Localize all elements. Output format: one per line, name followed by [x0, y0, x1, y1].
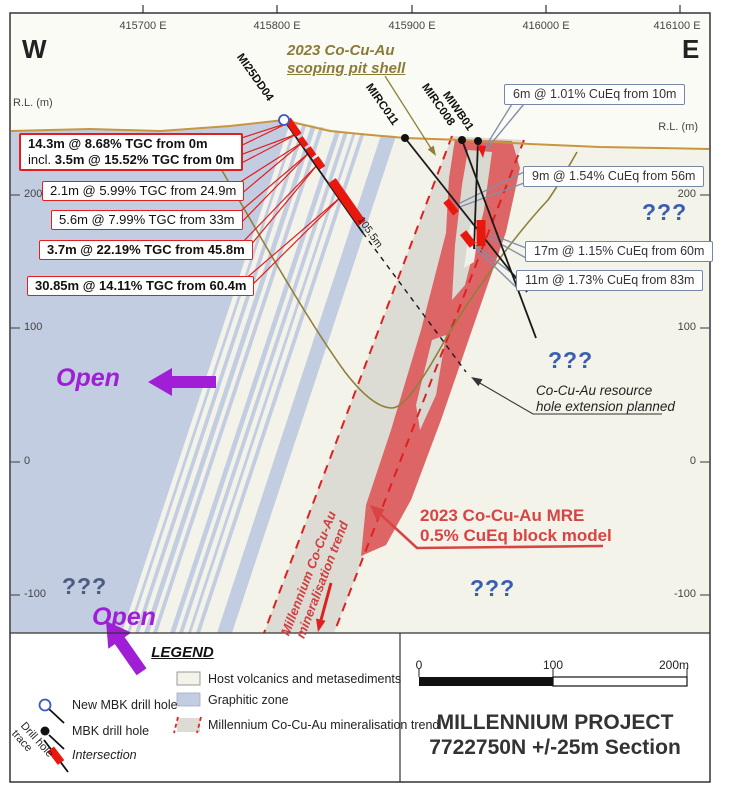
legend-intersection-label: Intersection [72, 748, 137, 762]
elev-label: -100 [24, 588, 47, 600]
top-axis-ticks [142, 5, 681, 13]
legend-title: LEGEND [151, 644, 214, 661]
open-label-down: Open [92, 603, 156, 631]
easting-tick-label: 415800 E [253, 20, 301, 32]
cueq-callout-1: 6m @ 1.01% CuEq from 10m [504, 84, 686, 105]
open-arrow-down [106, 621, 147, 676]
drill-traces [283, 119, 537, 373]
elev-label: 200 [677, 188, 696, 200]
elev-label: 0 [24, 455, 31, 467]
elev-label: 100 [24, 321, 43, 333]
legend-trend-swatch [177, 718, 200, 732]
intersections [284, 117, 486, 248]
trace-MIRC008 [461, 139, 537, 339]
unknown-label: ??? [62, 573, 108, 599]
collar-MI25DD04-new [278, 114, 290, 126]
rl-label-east: R.L. (m) [658, 121, 698, 133]
legend-host-swatch [176, 671, 201, 686]
compass-west: W [22, 34, 47, 64]
cueq-leader-lines [455, 103, 527, 289]
scale-bar [418, 668, 688, 687]
trace-MI25DD04 [283, 119, 364, 234]
map-subtitle: 7722750N +/-25m Section [429, 736, 681, 759]
legend-host-label: Host volcanics and metasediments [208, 672, 402, 686]
legend-symbols [38, 671, 202, 773]
scale-200: 200m [658, 658, 689, 672]
cueq-callout-4: 11m @ 1.73% CuEq from 83m [516, 270, 704, 291]
cueq-callout-3: 17m @ 1.15% CuEq from 60m [525, 241, 714, 262]
compass-east: E [682, 34, 700, 64]
easting-tick-label: 416100 E [653, 20, 701, 32]
tgc-callout-3: 5.6m @ 7.99% TGC from 33m [51, 210, 243, 230]
tgc-callout-5: 30.85m @ 14.11% TGC from 60.4m [27, 276, 255, 296]
elev-label: 0 [689, 455, 696, 467]
legend-graphitic-label: Graphitic zone [208, 693, 289, 707]
unknown-label: ??? [642, 199, 688, 225]
legend-hole-icon [40, 726, 50, 736]
elevation-ticks [10, 194, 710, 596]
easting-tick-label: 415700 E [119, 20, 167, 32]
legend-intersection-icon [47, 746, 65, 765]
unknown-label: ??? [470, 575, 516, 601]
legend-new-hole-icon [38, 698, 52, 712]
trace-MI25DD04-extension [362, 232, 467, 373]
collar-MIRC008 [458, 136, 466, 144]
trend-border-west [263, 135, 453, 633]
surface-line [11, 118, 709, 150]
extension-label: Co-Cu-Au resource hole extension planned [536, 383, 675, 414]
figure-border [9, 12, 711, 783]
open-label-west: Open [56, 364, 120, 392]
pit-shell-label: 2023 Co-Cu-Au scoping pit shell [287, 42, 406, 77]
pit-shell-leader [384, 75, 436, 156]
tgc-callout-2: 2.1m @ 5.99% TGC from 24.9m [42, 181, 245, 201]
collar-MIWB01 [474, 137, 482, 145]
scale-0: 0 [415, 658, 423, 672]
elev-label: -100 [673, 588, 696, 600]
map-title: MILLENNIUM PROJECT [436, 711, 674, 734]
unknown-label: ??? [548, 347, 594, 373]
easting-tick-label: 416000 E [522, 20, 570, 32]
collar-MIRC011 [401, 134, 409, 142]
pit-shell-line [199, 132, 578, 409]
interbed-stripes [122, 120, 386, 633]
rl-label-west: R.L. (m) [13, 97, 53, 109]
tgc-callout-4: 3.7m @ 22.19% TGC from 45.8m [39, 240, 253, 260]
extension-leader [471, 377, 662, 415]
elev-label: 200 [24, 188, 43, 200]
trend-arrow [316, 582, 333, 632]
open-arrow-west [148, 368, 216, 396]
easting-tick-label: 415900 E [388, 20, 436, 32]
trace-MIWB01 [473, 140, 479, 250]
trace-MIRC011 [404, 137, 528, 293]
cueq-callout-2: 9m @ 1.54% CuEq from 56m [523, 166, 705, 187]
legend-graphitic-swatch [176, 692, 201, 707]
mre-leader [370, 505, 604, 550]
legend-hole-label: MBK drill hole [72, 724, 150, 738]
elev-label: 100 [677, 321, 696, 333]
tgc-callout-1: 14.3m @ 8.68% TGC from 0m incl. 3.5m @ 1… [19, 133, 244, 171]
legend-trend-label: Millennium Co-Cu-Au mineralisation trend [208, 718, 440, 732]
mre-label: 2023 Co-Cu-Au MRE 0.5% CuEq block model [420, 506, 612, 545]
open-arrows [106, 368, 216, 676]
legend-new-hole-label: New MBK drill hole [72, 698, 178, 712]
scale-100: 100 [542, 658, 564, 672]
